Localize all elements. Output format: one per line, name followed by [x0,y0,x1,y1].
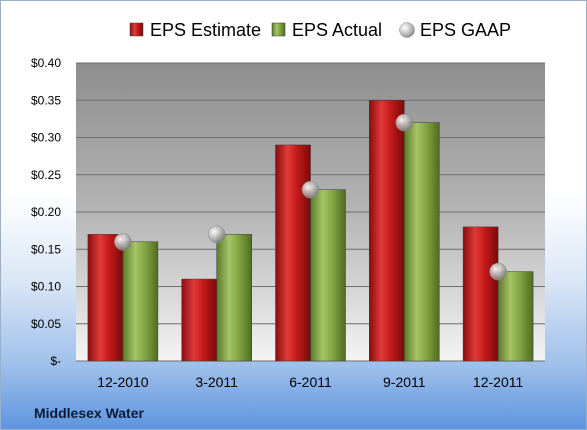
y-tick-label: $0.40 [31,56,61,70]
y-tick-label: $0.30 [31,131,61,145]
x-tick-label: 9-2011 [383,374,426,390]
marker-eps-gaap [114,233,132,251]
legend-swatch [129,22,144,37]
bar-eps-actual [216,234,252,362]
y-tick-label: $0.35 [31,93,61,107]
bars [87,100,534,362]
company-name: Middlesex Water [34,405,145,421]
y-tick-label: $0.10 [31,280,61,294]
legend-label: EPS Estimate [150,20,261,40]
marker-eps-gaap [489,262,507,281]
x-axis: 12-2010 3-2011 6-2011 9-2011 12-2011 [97,374,523,390]
bar-eps-estimate [181,278,217,362]
marker-eps-gaap [301,180,320,199]
y-tick-label: $0.20 [31,205,61,219]
y-axis: $- $0.05 $0.10 $0.15 $0.20 $0.25 $0.30 $0.35 $0.… [31,56,61,368]
legend-swatch [271,22,286,37]
marker-eps-gaap [395,113,414,132]
y-tick-label: $0.05 [31,317,61,331]
x-tick-label: 3-2011 [195,374,238,390]
bar-eps-estimate [275,144,311,362]
gaap-markers [114,113,507,281]
bar-eps-actual [310,189,346,362]
y-tick-label: $0.15 [31,242,61,256]
bar-eps-actual [497,271,534,362]
bar-eps-actual [404,122,440,362]
legend-label: EPS GAAP [420,20,511,40]
x-tick-label: 12-2010 [97,374,149,390]
legend: EPS Estimate EPS Actual EPS GAAP [129,20,511,40]
x-tick-label: 6-2011 [289,374,332,390]
legend-swatch [399,22,415,38]
marker-eps-gaap [207,225,226,244]
y-tick-label: $0.25 [31,168,61,182]
y-tick-label: $- [50,354,61,368]
bar-eps-actual [122,241,159,362]
bar-eps-estimate [369,100,405,362]
legend-label: EPS Actual [292,20,382,40]
x-tick-label: 12-2011 [473,374,524,390]
bar-eps-estimate [462,226,499,362]
bar-eps-estimate [87,234,124,362]
